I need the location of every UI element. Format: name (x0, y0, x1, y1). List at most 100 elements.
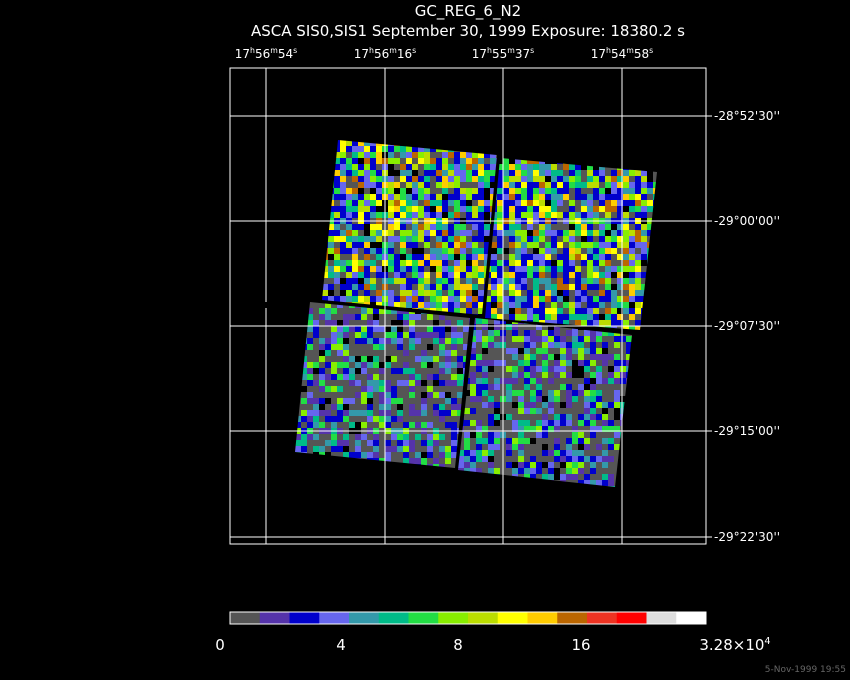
pixel (581, 230, 587, 236)
pixel (575, 266, 581, 272)
pixel (445, 326, 451, 332)
pixel (587, 284, 593, 290)
pixel (509, 170, 515, 176)
pixel (391, 368, 397, 374)
pixel (509, 176, 515, 182)
pixel (361, 446, 367, 452)
pixel (364, 164, 370, 170)
pixel (605, 266, 611, 272)
pixel (536, 468, 542, 474)
pixel (623, 200, 629, 206)
pixel (394, 296, 400, 302)
pixel (325, 416, 331, 422)
pixel (569, 266, 575, 272)
pixel (497, 188, 503, 194)
pixel (457, 362, 463, 368)
pixel (367, 320, 373, 326)
pixel (470, 384, 476, 390)
pixel (307, 368, 313, 374)
pixel (337, 320, 343, 326)
pixel (533, 170, 539, 176)
pixel (367, 332, 373, 338)
pixel (388, 230, 394, 236)
pixel (578, 354, 584, 360)
pixel (491, 308, 497, 314)
pixel (509, 296, 515, 302)
pixel (403, 458, 409, 464)
pixel (518, 462, 524, 468)
pixel (566, 444, 572, 450)
pixel (394, 170, 400, 176)
pixel (343, 326, 349, 332)
pixel (424, 290, 430, 296)
pixel (623, 182, 629, 188)
pixel (307, 356, 313, 362)
pixel (629, 302, 635, 308)
label-part: 58 (634, 47, 649, 61)
pixel (593, 200, 599, 206)
pixel (629, 212, 635, 218)
pixel (463, 344, 469, 350)
pixel (635, 236, 641, 242)
pixel (551, 308, 557, 314)
pixel (509, 158, 515, 164)
pixel (578, 396, 584, 402)
pixel (367, 416, 373, 422)
pixel (388, 254, 394, 260)
pixel (575, 182, 581, 188)
pixel (458, 450, 464, 456)
pixel (433, 452, 439, 458)
pixel (355, 398, 361, 404)
pixel (331, 362, 337, 368)
pixel (491, 230, 497, 236)
pixel (430, 230, 436, 236)
pixel (346, 164, 352, 170)
pixel (620, 354, 626, 360)
pixel (554, 420, 560, 426)
label-part: 56 (374, 47, 389, 61)
pixel (554, 360, 560, 366)
pixel (334, 272, 340, 278)
pixel (596, 348, 602, 354)
pixel (451, 398, 457, 404)
pixel (427, 338, 433, 344)
pixel (343, 386, 349, 392)
pixel (575, 314, 581, 320)
pixel (319, 404, 325, 410)
pixel (445, 362, 451, 368)
pixel (629, 320, 635, 326)
pixel (548, 336, 554, 342)
pixel (575, 290, 581, 296)
pixel (454, 170, 460, 176)
pixel (611, 254, 617, 260)
pixel (506, 378, 512, 384)
pixel (460, 170, 466, 176)
pixel (307, 404, 313, 410)
pixel (548, 360, 554, 366)
pixel (403, 326, 409, 332)
pixel (349, 344, 355, 350)
pixel (617, 326, 623, 330)
pixel (470, 462, 476, 468)
pixel (331, 344, 337, 350)
pixel (563, 224, 569, 230)
pixel (319, 338, 325, 344)
timestamp: 5-Nov-1999 19:55 (765, 665, 846, 675)
pixel (349, 356, 355, 362)
pixel (358, 200, 364, 206)
pixel (590, 372, 596, 378)
pixel (590, 354, 596, 360)
pixel (542, 402, 548, 408)
pixel (466, 206, 472, 212)
pixel (470, 366, 476, 372)
pixel (385, 374, 391, 380)
pixel (442, 254, 448, 260)
pixel (590, 342, 596, 348)
pixel (554, 408, 560, 414)
pixel (397, 434, 403, 440)
pixel (605, 296, 611, 302)
pixel (373, 338, 379, 344)
pixel (451, 350, 457, 356)
pixel (313, 410, 319, 416)
pixel (509, 206, 515, 212)
